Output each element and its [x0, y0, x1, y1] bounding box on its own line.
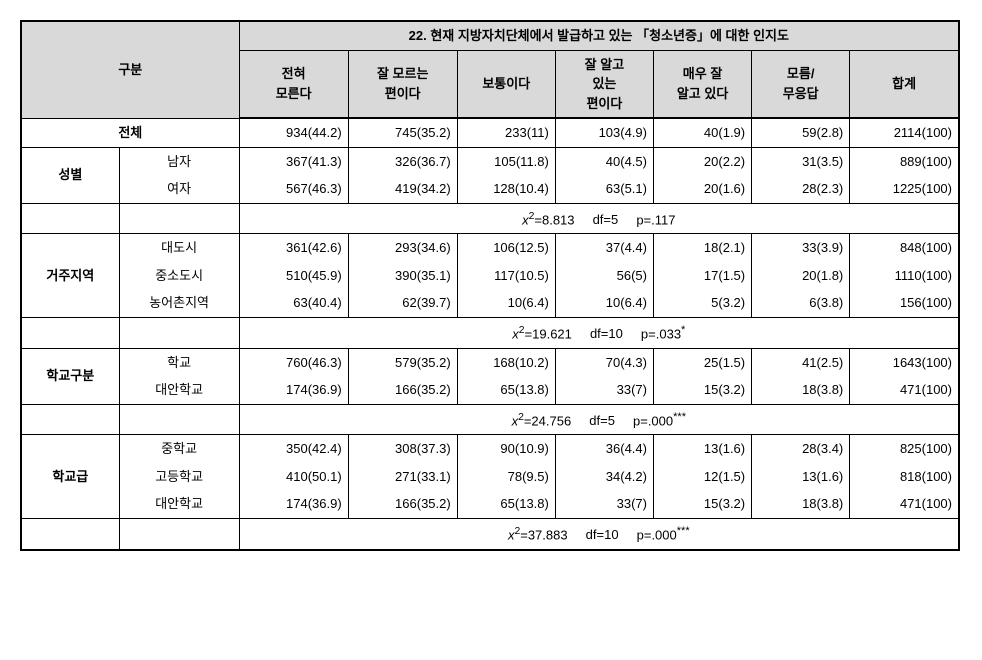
chi2-stat: x2=8.813 [522, 209, 574, 230]
group-label: 학교구분 [21, 348, 119, 404]
stat-row: x2=19.621 df=10 p=.033* [21, 317, 959, 348]
p-stat: p=.000*** [633, 409, 686, 431]
category-header: 구분 [21, 21, 239, 118]
data-row: 여자567(46.3)419(34.2)128(10.4)63(5.1)20(1… [21, 175, 959, 203]
stat-row: x2=37.883 df=10 p=.000*** [21, 518, 959, 549]
survey-crosstab: 구분 22. 현재 지방자치단체에서 발급하고 있는 「청소년증」에 대한 인지… [20, 20, 962, 551]
stat-cell: x2=19.621 df=10 p=.033* [239, 317, 959, 348]
df-stat: df=10 [590, 324, 623, 344]
data-row: 대안학교174(36.9)166(35.2)65(13.8)33(7)15(3.… [21, 490, 959, 518]
col-header: 보통이다 [457, 50, 555, 118]
col-header: 잘 모르는편이다 [348, 50, 457, 118]
p-stat: p=.000*** [637, 523, 690, 545]
question-title: 22. 현재 지방자치단체에서 발급하고 있는 「청소년증」에 대한 인지도 [239, 21, 959, 50]
row-label: 고등학교 [119, 463, 239, 491]
group-label: 성별 [21, 147, 119, 203]
data-row: 성별남자367(41.3)326(36.7)105(11.8)40(4.5)20… [21, 147, 959, 175]
row-label: 중학교 [119, 435, 239, 463]
df-stat: df=5 [589, 411, 615, 431]
p-stat: p=.117 [636, 208, 675, 230]
stat-row: x2=24.756 df=5 p=.000*** [21, 404, 959, 435]
col-header: 합계 [850, 50, 959, 118]
df-stat: df=10 [586, 525, 619, 545]
data-row: 학교구분학교760(46.3)579(35.2)168(10.2)70(4.3)… [21, 348, 959, 376]
col-header: 모름/무응답 [752, 50, 850, 118]
data-row: 농어촌지역63(40.4)62(39.7)10(6.4)10(6.4)5(3.2… [21, 289, 959, 317]
data-row: 학교급중학교350(42.4)308(37.3)90(10.9)36(4.4)1… [21, 435, 959, 463]
data-row: 고등학교410(50.1)271(33.1)78(9.5)34(4.2)12(1… [21, 463, 959, 491]
col-header: 전혀모른다 [239, 50, 348, 118]
row-label: 학교 [119, 348, 239, 376]
row-label: 중소도시 [119, 262, 239, 290]
row-label: 여자 [119, 175, 239, 203]
chi2-stat: x2=24.756 [512, 410, 572, 431]
row-label: 대도시 [119, 234, 239, 262]
data-row: 중소도시510(45.9)390(35.1)117(10.5)56(5)17(1… [21, 262, 959, 290]
chi2-stat: x2=37.883 [508, 524, 568, 545]
p-stat: p=.033* [641, 322, 685, 344]
total-label: 전체 [21, 118, 239, 147]
group-label: 학교급 [21, 435, 119, 519]
stat-row: x2=8.813 df=5 p=.117 [21, 203, 959, 234]
data-row: 대안학교174(36.9)166(35.2)65(13.8)33(7)15(3.… [21, 376, 959, 404]
total-row: 전체 934(44.2)745(35.2)233(11)103(4.9)40(1… [21, 118, 959, 147]
stat-cell: x2=8.813 df=5 p=.117 [239, 203, 959, 234]
col-header: 잘 알고있는편이다 [555, 50, 653, 118]
table-header: 구분 22. 현재 지방자치단체에서 발급하고 있는 「청소년증」에 대한 인지… [21, 21, 959, 118]
row-label: 대안학교 [119, 376, 239, 404]
row-label: 농어촌지역 [119, 289, 239, 317]
stat-cell: x2=24.756 df=5 p=.000*** [239, 404, 959, 435]
col-header: 매우 잘알고 있다 [653, 50, 751, 118]
row-label: 남자 [119, 147, 239, 175]
chi2-stat: x2=19.621 [512, 323, 572, 344]
row-label: 대안학교 [119, 490, 239, 518]
df-stat: df=5 [593, 210, 619, 230]
crosstab-table: 구분 22. 현재 지방자치단체에서 발급하고 있는 「청소년증」에 대한 인지… [20, 20, 960, 551]
data-row: 거주지역대도시361(42.6)293(34.6)106(12.5)37(4.4… [21, 234, 959, 262]
group-label: 거주지역 [21, 234, 119, 318]
stat-cell: x2=37.883 df=10 p=.000*** [239, 518, 959, 549]
